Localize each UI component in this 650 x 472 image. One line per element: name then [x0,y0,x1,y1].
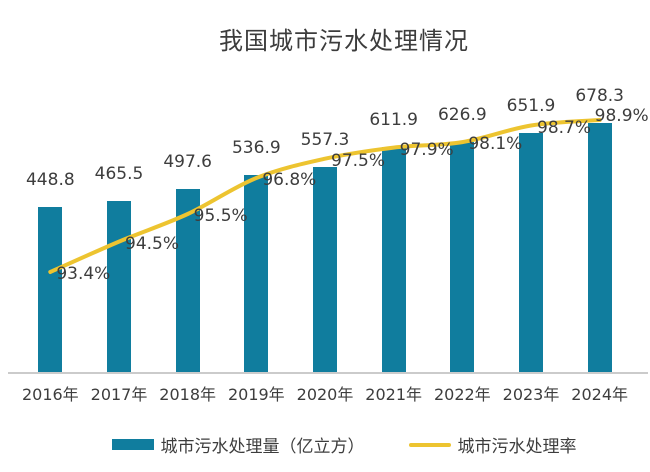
bar-2021年 [381,147,406,372]
bar-value-label: 626.9 [437,104,487,125]
line-series-swatch-icon [408,442,451,447]
x-axis-label: 2019年 [227,385,285,404]
line-value-label: 95.5% [193,205,248,226]
legend-item-rate: 城市污水处理率 [408,432,577,457]
bar-2022年 [450,141,475,372]
bar-2017年 [107,201,131,372]
x-axis-label: 2018年 [159,385,217,404]
line-value-label: 96.8% [262,170,317,191]
bar-value-label: 557.3 [300,130,350,151]
line-value-label: 98.1% [468,134,523,155]
bar-value-label: 465.5 [94,164,144,185]
x-axis-label: 2023年 [502,385,560,404]
x-axis-label: 2022年 [433,385,491,404]
bar-2019年 [244,174,269,372]
legend-label-volume: 城市污水处理量（亿立方） [160,437,365,457]
line-value-label: 94.5% [125,233,180,254]
legend-label-rate: 城市污水处理率 [457,437,577,457]
line-value-label: 93.4% [56,264,111,284]
bar-2018年 [175,189,200,372]
x-axis-label: 2016年 [21,385,79,404]
bar-value-label: 536.9 [231,137,281,158]
bar-value-label: 497.6 [163,152,212,173]
legend: 城市污水处理量（亿立方） 城市污水处理率 [0,432,650,457]
x-axis-line [8,372,648,374]
bar-2023年 [519,132,543,372]
x-axis-label: 2024年 [571,385,629,404]
bar-2016年 [38,207,63,372]
line-value-label: 98.9% [594,106,649,126]
legend-item-volume: 城市污水处理量（亿立方） [111,432,365,457]
x-axis-label: 2021年 [365,385,423,404]
bar-2020年 [313,167,337,372]
bar-2024年 [587,123,612,372]
bar-value-label: 678.3 [575,86,624,106]
chart-title: 我国城市污水处理情况 [219,27,469,55]
bar-value-label: 611.9 [369,110,418,131]
line-value-label: 97.5% [331,150,386,171]
x-axis-label: 2020年 [296,385,354,404]
bar-value-label: 448.8 [25,170,75,191]
bar-series-swatch-icon [111,439,154,450]
line-value-label: 97.9% [399,139,454,160]
x-axis-label: 2017年 [90,385,148,404]
line-value-label: 98.7% [537,117,592,138]
bar-value-label: 651.9 [506,95,556,116]
